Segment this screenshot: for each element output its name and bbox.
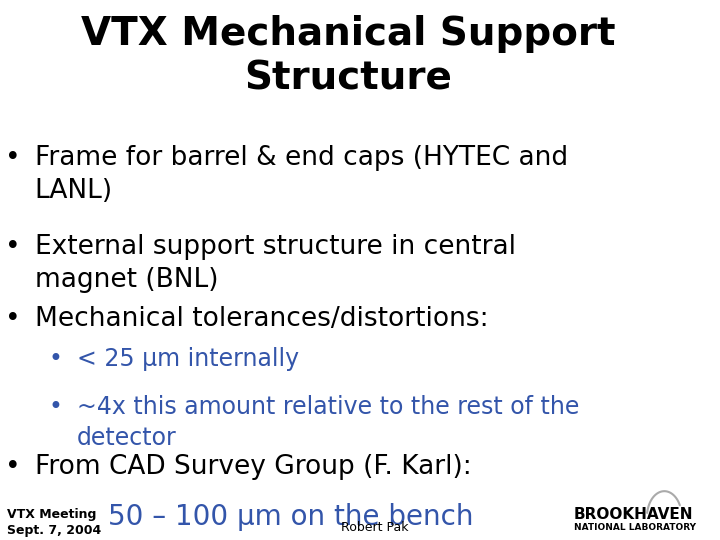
Text: •: • [49,395,63,419]
Text: •: • [5,454,21,480]
Text: ~4x this amount relative to the rest of the
detector: ~4x this amount relative to the rest of … [76,395,579,450]
Text: BROOKHAVEN: BROOKHAVEN [574,507,693,522]
Text: 50 – 100 μm on the bench: 50 – 100 μm on the bench [108,503,473,531]
Text: From CAD Survey Group (F. Karl):: From CAD Survey Group (F. Karl): [35,454,472,480]
Text: VTX Meeting: VTX Meeting [7,508,96,521]
Text: •: • [5,234,21,260]
Text: •: • [5,145,21,171]
Text: •: • [49,347,63,370]
Text: VTX Mechanical Support
Structure: VTX Mechanical Support Structure [81,16,615,97]
Text: Mechanical tolerances/distortions:: Mechanical tolerances/distortions: [35,306,488,332]
Text: < 25 μm internally: < 25 μm internally [76,347,299,370]
Text: External support structure in central
magnet (BNL): External support structure in central ma… [35,234,516,293]
Text: •: • [5,306,21,332]
Text: Robert Pak: Robert Pak [341,521,408,534]
Text: Frame for barrel & end caps (HYTEC and
LANL): Frame for barrel & end caps (HYTEC and L… [35,145,568,204]
Text: Sept. 7, 2004: Sept. 7, 2004 [7,524,102,537]
Text: NATIONAL LABORATORY: NATIONAL LABORATORY [574,523,696,532]
